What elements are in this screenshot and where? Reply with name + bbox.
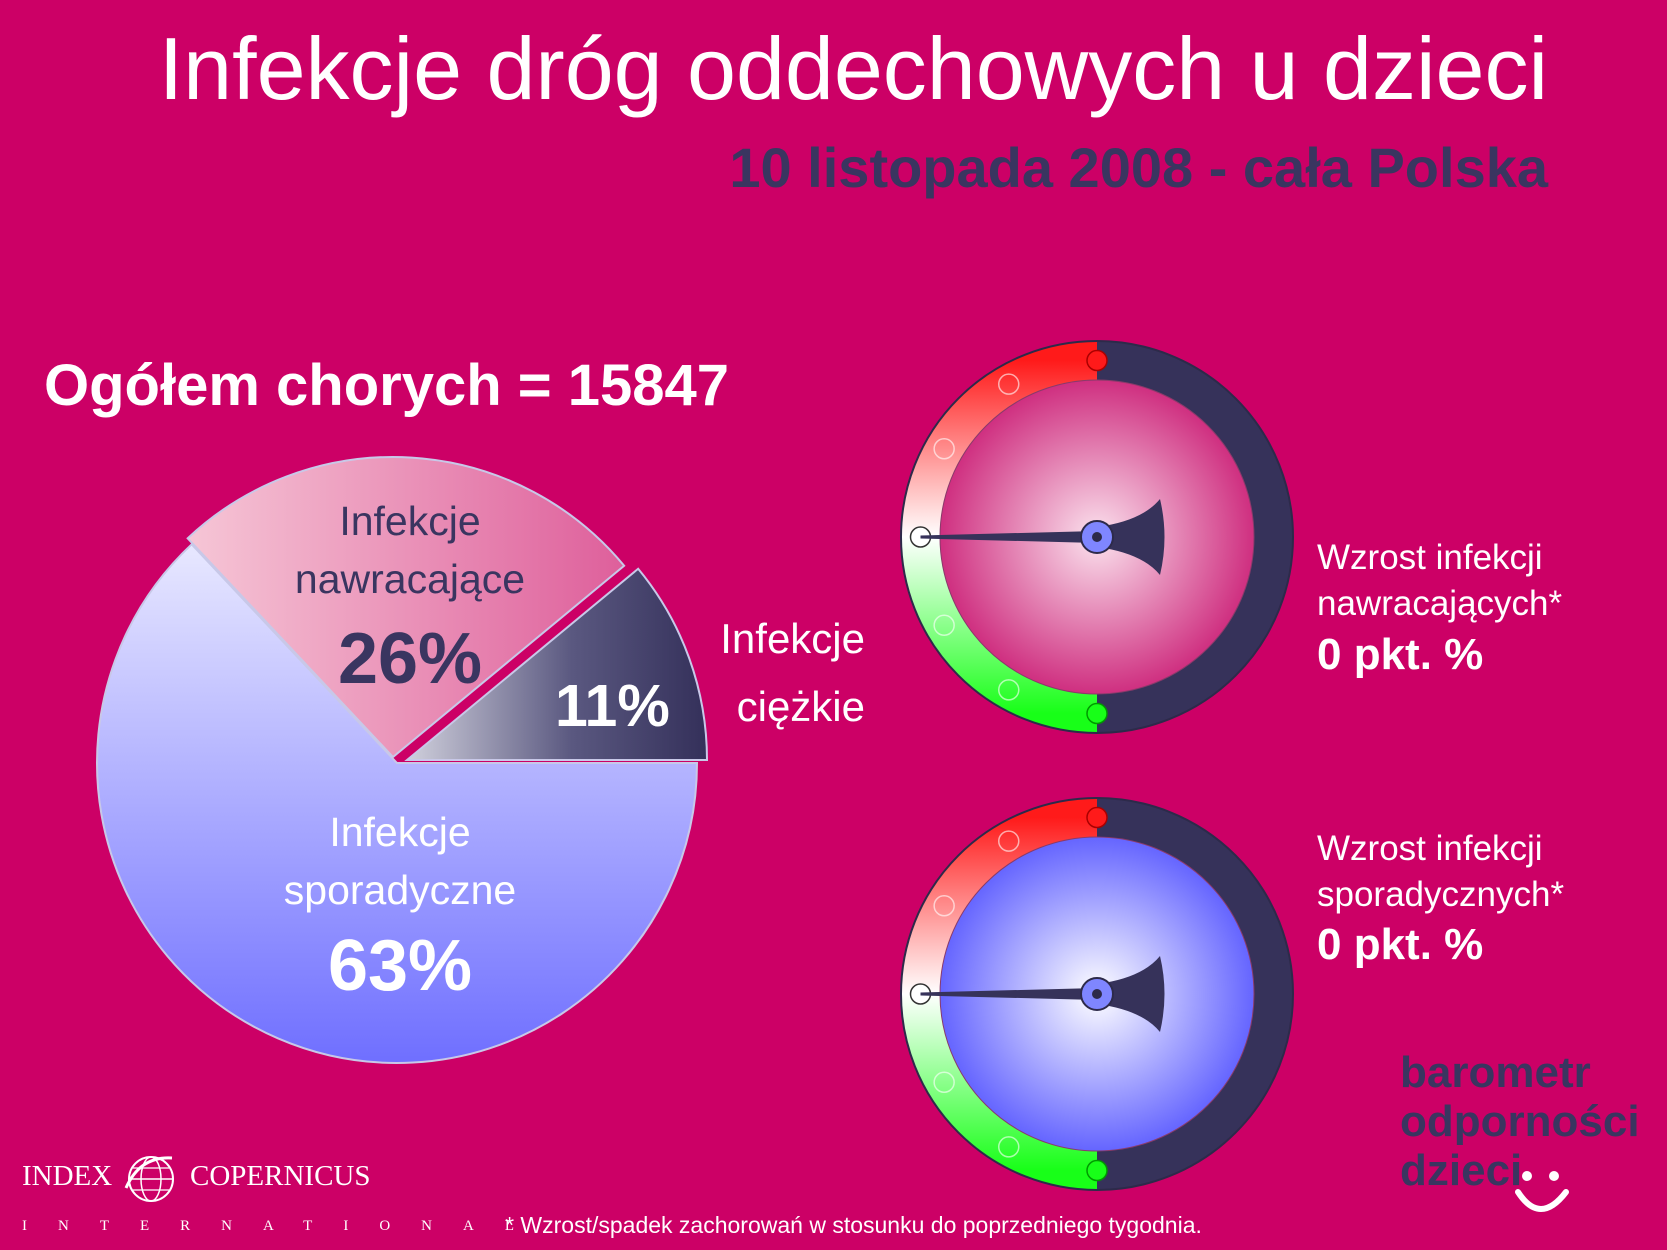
page-subtitle: 10 listopada 2008 - cała Polska [729,136,1548,199]
slice-label-recurrent-line2: nawracające [294,556,526,602]
gauge-recurrent-tick-4 [933,614,955,636]
slice-label-sporadic-line2: sporadyczne [283,867,517,913]
gauge-sporadic-ring-red [901,798,1098,995]
gauge-sporadic-tick-2 [933,895,955,917]
gauge-recurrent-ring-green [901,536,1098,733]
slice-label-sporadic-line1: Infekcje [329,809,471,855]
slice-value-severe: 11% [555,673,670,739]
globe-icon [124,1156,174,1202]
gauge-recurrent-hub-center [1092,532,1102,542]
gauge-sporadic-tick-1 [998,830,1020,852]
gauge-recurrent-tick-5 [998,679,1020,701]
slice-value-sporadic: 63% [327,926,473,1006]
gauge-sporadic-outer-rim [900,797,1294,1191]
gauge-sporadic-tick-6 [1086,1159,1108,1182]
gauge-recurrent-tick-0 [1086,349,1108,372]
brand-line1: barometr [1400,1048,1591,1097]
footnote: * Wzrost/spadek zachorowań w stosunku do… [505,1212,1202,1238]
brand-logo-text: barometr odporności dzieci [1400,1048,1640,1195]
gauge-sporadic-tick-4 [933,1071,955,1093]
gauge-recurrent-needle-tail [1097,499,1165,575]
total-patients: Ogółem chorych = 15847 [44,353,730,418]
gauge-recurrent-tick-2 [933,438,955,460]
pie-slice-severe [404,567,709,761]
gauge-sporadic-ring-green [901,993,1098,1190]
gauge-recurrent-label: Wzrost infekcji nawracających* [1317,535,1562,627]
gauge-recurrent-outer-rim [900,340,1294,734]
logo-left-text: INDEX [22,1160,113,1192]
gauge-sporadic-tick-5 [998,1136,1020,1158]
gauge-sporadic-needle-tail [1097,956,1165,1032]
pie-slice-sporadic [96,542,699,1064]
gauge-sporadic-label-line1: Wzrost infekcji [1317,829,1543,868]
pie-slice-recurrent [186,456,626,759]
page-title: Infekcje dróg oddechowych u dzieci [158,19,1548,118]
gauge-recurrent [900,340,1294,734]
gauge-recurrent-tick-6 [1086,702,1108,725]
brand-line3: dzieci [1400,1146,1523,1195]
gauge-sporadic-label-line2: sporadycznych* [1317,875,1565,914]
gauge-sporadic-ring-right [1096,798,1293,1190]
gauge-recurrent-label-line1: Wzrost infekcji [1317,538,1543,577]
brand-line2: odporności [1400,1097,1640,1146]
logo-bottom-text: INTERNATIONAL [22,1218,545,1234]
gauge-recurrent-tick-1 [998,373,1020,395]
slice-value-recurrent: 26% [337,619,483,699]
gauge-sporadic-needle [920,988,1097,1000]
slice-label-severe-line1: Infekcje [720,615,865,662]
gauge-sporadic-hub-center [1092,989,1102,999]
logo-right-text: COPERNICUS [190,1160,371,1192]
gauge-sporadic [900,797,1294,1191]
gauge-sporadic-label: Wzrost infekcji sporadycznych* [1317,826,1564,918]
slice-label-sporadic: Infekcje sporadyczne [240,803,560,919]
gauge-sporadic-value: 0 pkt. % [1317,920,1484,969]
gauge-sporadic-tick-0 [1086,806,1108,829]
slice-label-recurrent: Infekcje nawracające [255,492,565,608]
gauge-recurrent-ring-right [1096,341,1293,733]
gauge-recurrent-label-line2: nawracających* [1317,584,1563,623]
gauge-recurrent-needle [920,531,1097,543]
slice-label-recurrent-line1: Infekcje [339,498,481,544]
slice-label-severe-line2: ciężkie [736,683,865,730]
smiley-icon [1515,1171,1569,1212]
gauge-recurrent-value: 0 pkt. % [1317,630,1484,679]
gauge-recurrent-ring-red [901,341,1098,538]
slice-label-severe: Infekcje ciężkie [690,605,865,741]
